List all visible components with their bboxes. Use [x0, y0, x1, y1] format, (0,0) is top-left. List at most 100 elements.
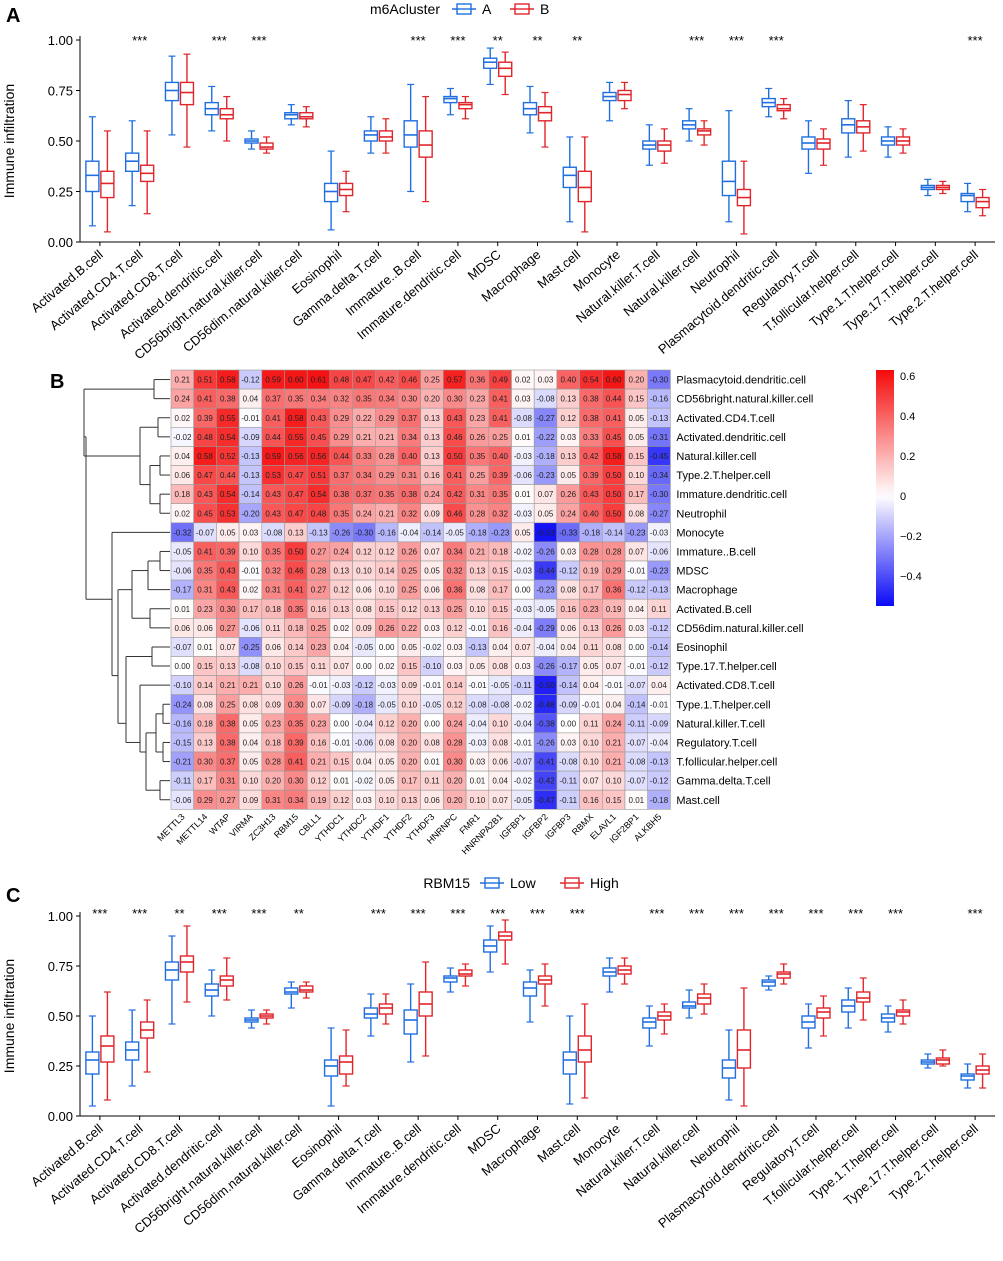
heatmap-cell-value: 0.25	[311, 624, 327, 633]
heatmap-cell-value: 0.30	[402, 395, 418, 404]
heatmap-row-label: Neutrophil	[676, 508, 726, 520]
heatmap-cell-value: 0.12	[333, 796, 349, 805]
heatmap-cell-value: -0.23	[650, 567, 669, 576]
box-Low	[602, 957, 617, 993]
heatmap-cell-value: 0.10	[243, 777, 259, 786]
heatmap-cell-value: 0.06	[197, 624, 213, 633]
y-tick-label: 0.75	[48, 959, 73, 974]
heatmap-cell-value: 0.42	[583, 452, 599, 461]
box-Low	[363, 993, 379, 1037]
heatmap-cell-value: -0.41	[536, 758, 555, 767]
heatmap-cell-value: 0.23	[470, 395, 486, 404]
heatmap-cell-value: -0.11	[628, 719, 646, 728]
heatmap-cell-value: 0.52	[220, 452, 236, 461]
heatmap-cell-value: -0.02	[514, 700, 533, 709]
significance-label: ***	[251, 906, 266, 921]
heatmap-cell-value: 0.08	[492, 738, 508, 747]
legend-a: m6Acluster A B	[370, 1, 549, 17]
box-A	[960, 182, 975, 213]
heatmap-cell-value: 0.01	[197, 643, 213, 652]
heatmap-cell-value: 0.25	[402, 586, 418, 595]
heatmap-cell-value: 0.40	[492, 452, 508, 461]
significance-label: ***	[132, 33, 147, 48]
significance-label: **	[493, 33, 503, 48]
heatmap-cell-value: 0.35	[265, 547, 281, 556]
box-A	[681, 108, 697, 142]
box-B	[537, 91, 553, 148]
heatmap-cell-value: -0.09	[650, 719, 669, 728]
box-body	[522, 981, 538, 997]
heatmap-cell-value: 0.15	[288, 662, 304, 671]
box-B	[338, 170, 354, 213]
heatmap-row-label: Natural.killer.T.cell	[676, 718, 765, 730]
heatmap-cell-value: 0.20	[402, 719, 418, 728]
heatmap-cell-value: 0.44	[333, 452, 349, 461]
heatmap-cell-value: 0.20	[424, 395, 440, 404]
heatmap-cell-value: -0.07	[173, 643, 192, 652]
heatmap-cell-value: -0.17	[559, 662, 578, 671]
heatmap-cell-value: 0.09	[402, 681, 418, 690]
heatmap-cell-value: -0.11	[174, 777, 192, 786]
heatmap-cell-value: 0.28	[470, 509, 486, 518]
heatmap-cell-value: 0.06	[265, 643, 281, 652]
heatmap-cell-value: 0.05	[629, 414, 645, 423]
box-Low	[403, 983, 418, 1063]
heatmap-cell-value: 0.49	[492, 376, 508, 385]
box-body	[458, 101, 473, 110]
heatmap-cell-value: 0.35	[288, 605, 304, 614]
heatmap-cell-value: -0.20	[241, 509, 260, 518]
heatmap-cell-value: -0.05	[378, 700, 397, 709]
heatmap-cell-value: -0.07	[627, 681, 646, 690]
heatmap-cell-value: 0.13	[424, 452, 440, 461]
heatmap-cell-value: 0.44	[220, 471, 236, 480]
heatmap-cell-value: 0.10	[265, 681, 281, 690]
heatmap-cell-value: 0.28	[379, 452, 395, 461]
y-tick-label: 1.00	[48, 33, 73, 48]
box-body	[562, 166, 577, 189]
box-B	[816, 128, 831, 166]
heatmap-cell-value: -0.07	[514, 758, 533, 767]
heatmap-cell-value: 0.37	[333, 471, 349, 480]
heatmap-cell-value: -0.29	[536, 624, 555, 633]
significance-label: ***	[212, 906, 227, 921]
heatmap-cell-value: 0.15	[629, 452, 645, 461]
heatmap-cell-value: 0.00	[515, 586, 531, 595]
heatmap-cell-value: 0.03	[515, 395, 531, 404]
box-High	[179, 925, 195, 1003]
heatmap-cell-value: 0.10	[470, 605, 486, 614]
heatmap-cell-value: 0.16	[583, 796, 599, 805]
heatmap-cell-value: 0.53	[265, 471, 281, 480]
significance-label: ***	[968, 906, 983, 921]
heatmap-cell-value: 0.00	[629, 643, 645, 652]
heatmap-cell-value: -0.13	[309, 528, 328, 537]
heatmap-cell-value: 0.37	[220, 758, 236, 767]
box-High	[378, 993, 394, 1025]
heatmap-cell-value: 0.01	[629, 796, 645, 805]
heatmap-cell-value: -0.18	[650, 796, 669, 805]
heatmap-cell-value: -0.04	[514, 719, 533, 728]
heatmap-cell-value: 0.32	[447, 567, 463, 576]
heatmap-cell-value: 0.00	[424, 719, 440, 728]
box-High	[975, 1053, 990, 1089]
heatmap-cell-value: -0.01	[241, 414, 260, 423]
heatmap-cell-value: 0.15	[492, 567, 508, 576]
heatmap-cell-value: 0.34	[288, 796, 304, 805]
heatmap-cell-value: -0.01	[332, 738, 351, 747]
heatmap-cell-value: 0.12	[379, 719, 395, 728]
box-A	[880, 126, 896, 158]
significance-label: **	[174, 906, 184, 921]
heatmap-cell-value: 0.11	[266, 624, 282, 633]
heatmap-cell-value: 0.41	[447, 471, 463, 480]
heatmap-cell-value: 0.54	[311, 490, 327, 499]
heatmap-cell-value: 0.55	[220, 414, 236, 423]
heatmap-cell-value: 0.05	[515, 528, 531, 537]
box-body	[443, 95, 458, 104]
heatmap-cell-value: 0.28	[311, 567, 327, 576]
heatmap-cell-value: 0.12	[356, 547, 372, 556]
heatmap-cell-value: 0.19	[311, 796, 327, 805]
box-Low	[204, 969, 219, 1017]
box-High	[139, 999, 155, 1073]
heatmap-cell-value: 0.05	[470, 662, 486, 671]
box-A	[85, 116, 100, 227]
heatmap-cell-value: 0.30	[288, 700, 304, 709]
